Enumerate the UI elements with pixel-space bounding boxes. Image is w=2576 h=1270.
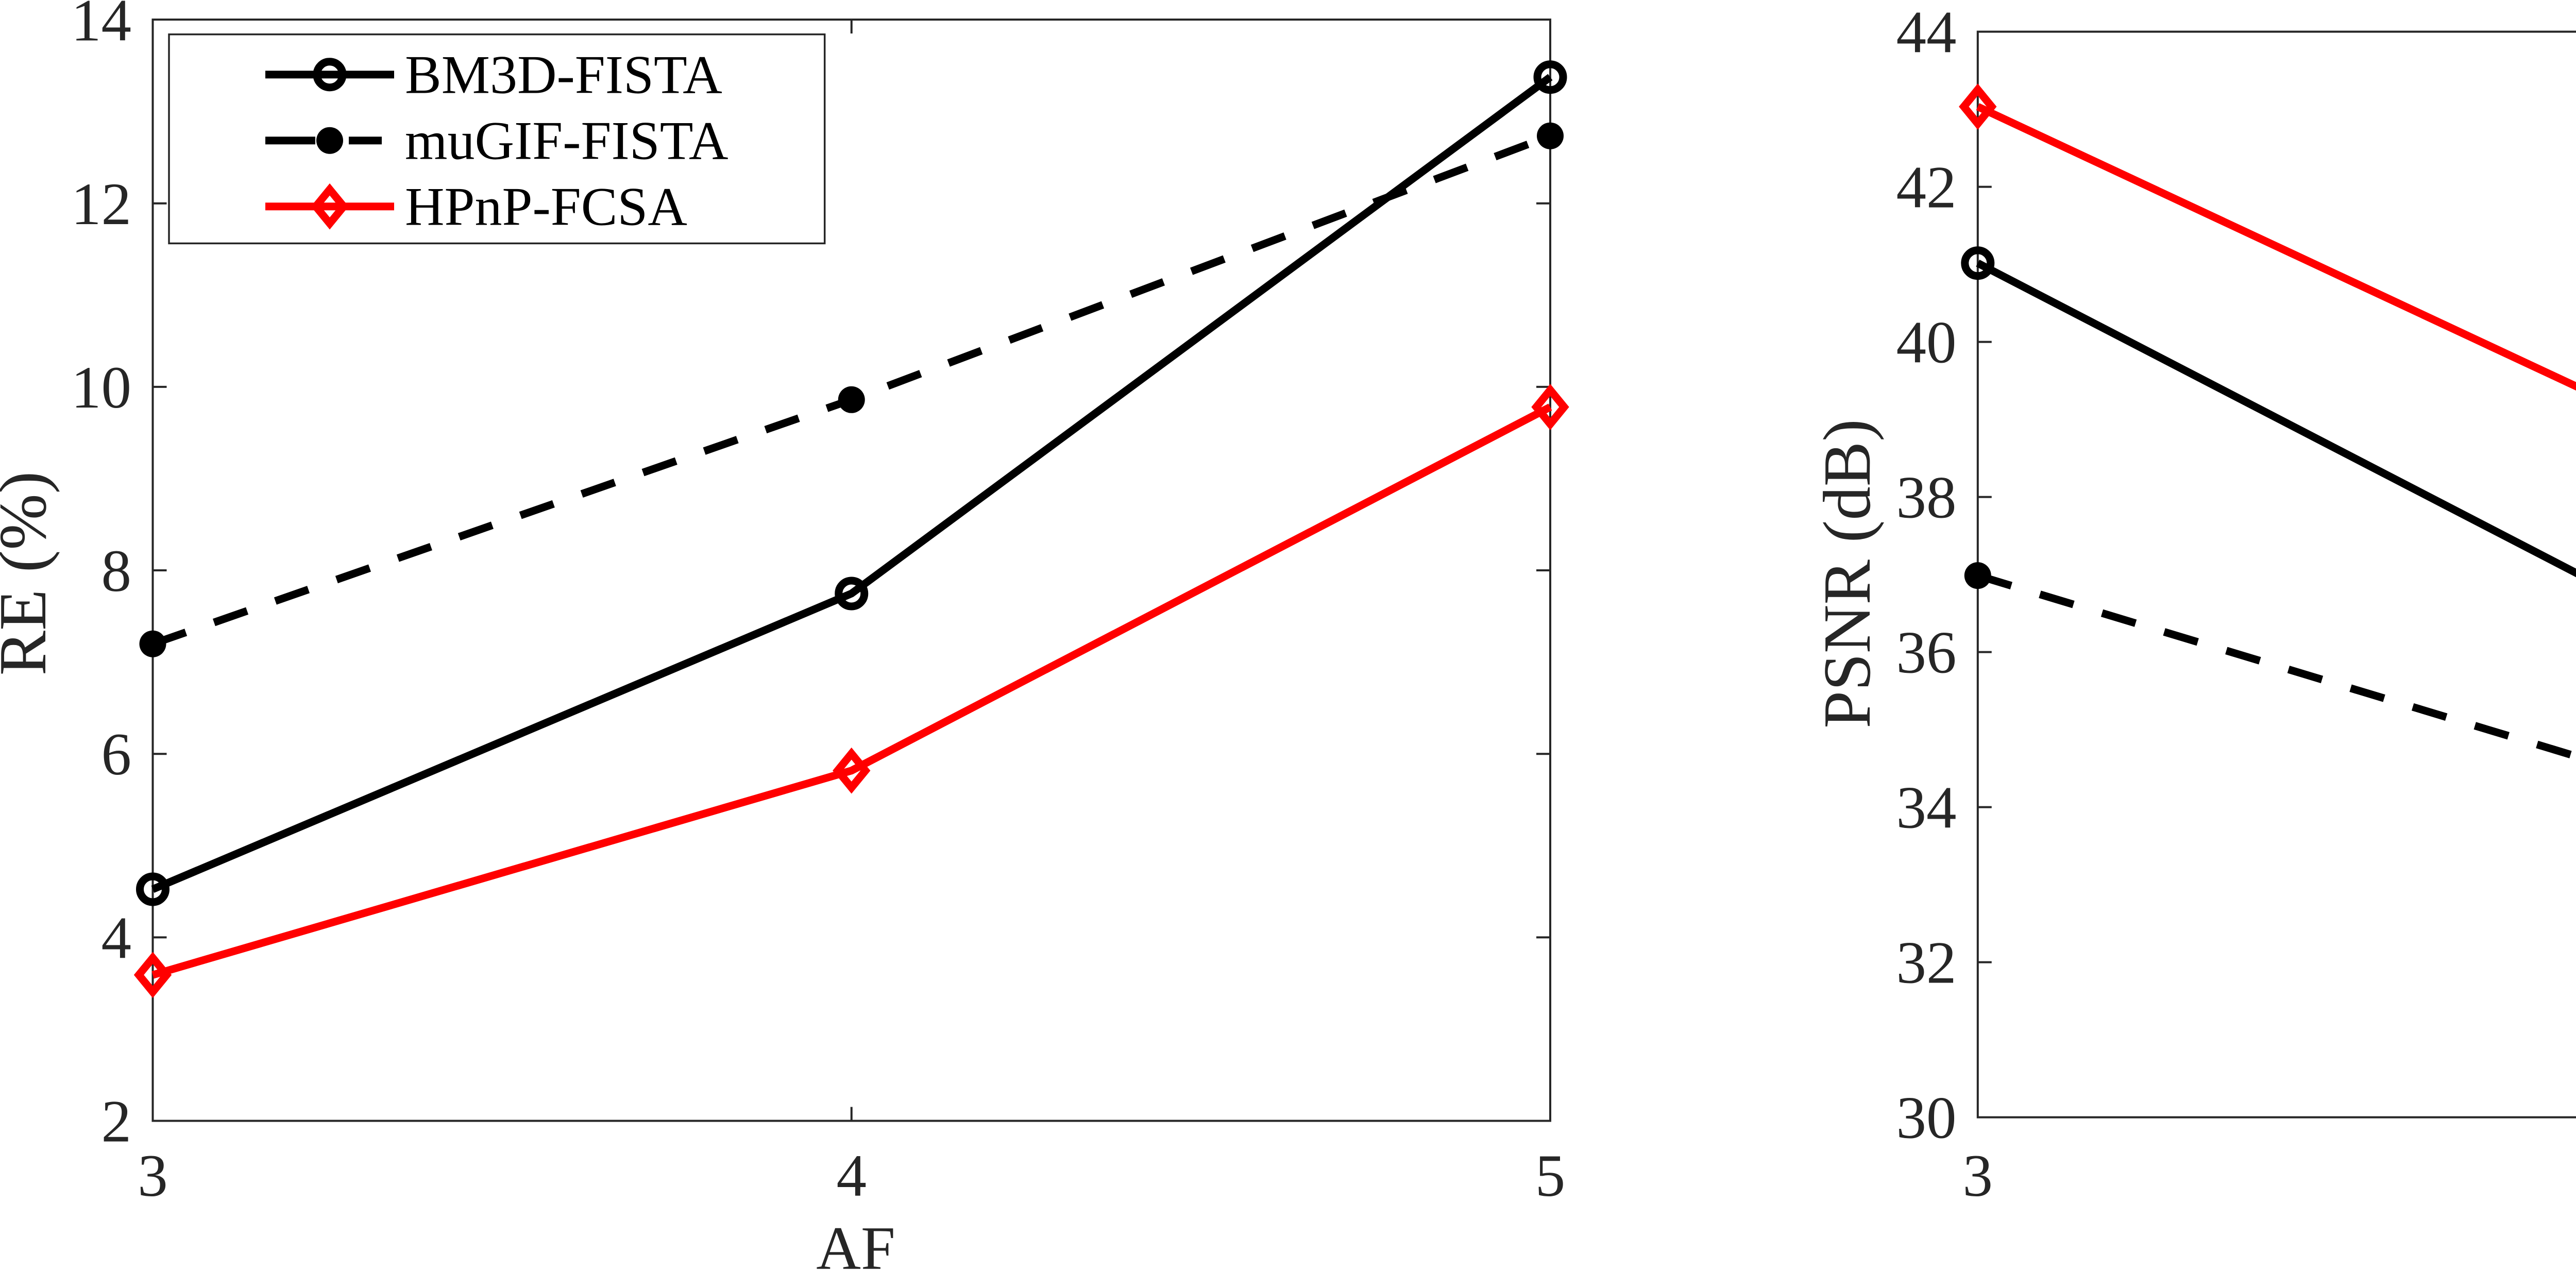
svg-text:muGIF-FISTA: muGIF-FISTA <box>405 110 728 171</box>
svg-text:40: 40 <box>1896 310 1957 376</box>
svg-text:10: 10 <box>71 354 131 421</box>
svg-text:PSNR (dB): PSNR (dB) <box>1810 419 1885 729</box>
svg-text:3: 3 <box>1963 1143 1993 1209</box>
svg-text:2: 2 <box>101 1089 132 1155</box>
svg-text:AF: AF <box>816 1214 895 1270</box>
svg-text:30: 30 <box>1896 1085 1957 1152</box>
svg-text:3: 3 <box>138 1143 168 1209</box>
svg-text:8: 8 <box>101 538 132 604</box>
svg-text:6: 6 <box>101 721 132 788</box>
svg-text:44: 44 <box>1896 0 1957 66</box>
svg-text:HPnP-FCSA: HPnP-FCSA <box>405 176 687 236</box>
svg-text:RE (%): RE (%) <box>0 471 60 676</box>
svg-text:BM3D-FISTA: BM3D-FISTA <box>405 44 722 105</box>
svg-text:14: 14 <box>71 0 131 54</box>
svg-text:32: 32 <box>1896 930 1957 996</box>
svg-text:12: 12 <box>71 171 131 238</box>
svg-text:4: 4 <box>837 1143 867 1209</box>
svg-text:38: 38 <box>1896 465 1957 531</box>
svg-text:5: 5 <box>1535 1143 1566 1209</box>
svg-text:4: 4 <box>101 905 132 971</box>
svg-text:34: 34 <box>1896 775 1957 841</box>
svg-text:36: 36 <box>1896 620 1957 686</box>
svg-text:42: 42 <box>1896 155 1957 221</box>
